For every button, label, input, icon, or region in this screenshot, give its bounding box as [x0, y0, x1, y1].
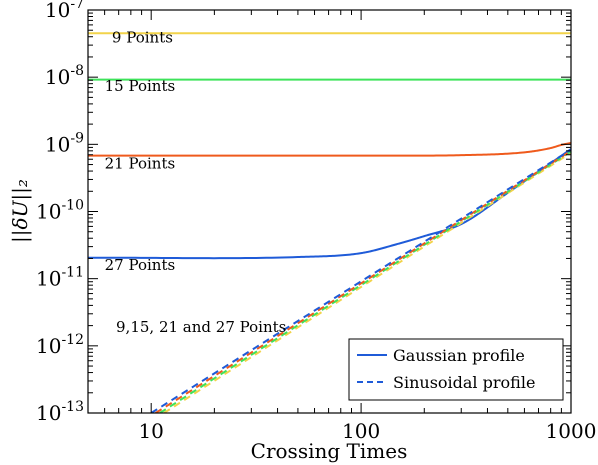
- x-tick-labels: 10 100 1000: [138, 419, 596, 443]
- annotation-label: 15 Points: [105, 77, 176, 95]
- y-tick-label: 10-7: [45, 0, 84, 22]
- y-tick-label: 10-9: [45, 130, 84, 156]
- series-sinusoidal-9-points: [163, 151, 571, 413]
- annotation-label: 9,15, 21 and 27 Points: [116, 318, 286, 336]
- series-sinusoidal-27-points: [150, 148, 571, 413]
- y-axis-title: ||δU||₂: [8, 179, 33, 243]
- x-tick-label: 10: [138, 419, 163, 443]
- legend-label-gaussian: Gaussian profile: [393, 346, 525, 365]
- annotation-label: 21 Points: [105, 154, 176, 172]
- y-tick-labels: 10-13 10-12 10-11 10-10 10-9 10-8 10-7: [36, 0, 84, 425]
- legend: Gaussian profile Sinusoidal profile: [348, 338, 564, 401]
- y-tick-label: 10-8: [45, 63, 84, 89]
- chart-curves: [88, 32, 571, 413]
- y-tick-label: 10-13: [36, 399, 84, 425]
- axis-ticks: [87, 9, 572, 414]
- y-tick-label: 10-12: [36, 332, 84, 358]
- annotation-label: 27 Points: [105, 256, 176, 274]
- annotation-label: 9 Points: [112, 28, 173, 46]
- x-axis-title: Crossing Times: [251, 439, 408, 463]
- series-annotations: 9 Points 15 Points 21 Points 27 Points 9,15,…: [105, 28, 287, 336]
- legend-label-sinusoidal: Sinusoidal profile: [393, 373, 535, 392]
- series-sinusoidal-15-points: [159, 150, 571, 413]
- series-sinusoidal-21-points: [155, 149, 571, 413]
- y-tick-label: 10-11: [36, 265, 84, 291]
- x-tick-label: 100: [342, 419, 380, 443]
- series-gaussian-21-points: [88, 141, 571, 157]
- x-tick-label: 1000: [546, 419, 597, 443]
- y-tick-label: 10-10: [36, 198, 84, 224]
- legend-box: [348, 338, 564, 401]
